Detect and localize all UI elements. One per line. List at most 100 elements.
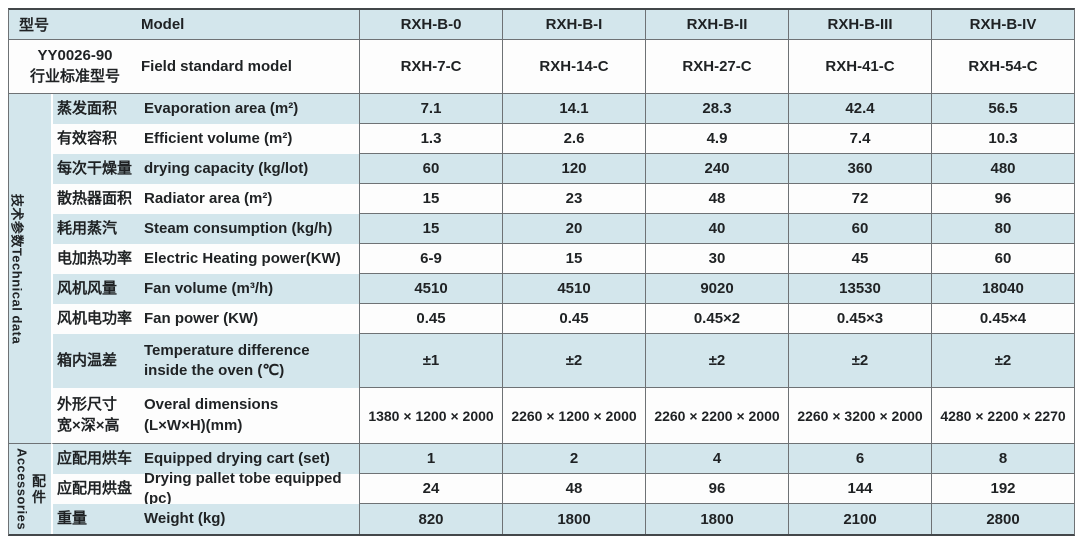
value-cell: ±1 <box>359 334 502 388</box>
row-label-en: Overal dimensions (L×W×H)(mm) <box>144 388 359 444</box>
value-cell: 2100 <box>788 504 931 534</box>
row-label-cn: 应配用烘盘 <box>51 474 144 504</box>
value-cell: 480 <box>931 154 1074 184</box>
value-cell: 4510 <box>502 274 645 304</box>
row-label-en: Fan volume (m³/h) <box>144 274 359 304</box>
value-cell: 2260 × 2200 × 2000 <box>645 388 788 444</box>
row-label-cn: 散热器面积 <box>51 184 144 214</box>
value-cell: 4280 × 2200 × 2270 <box>931 388 1074 444</box>
value-cell: 192 <box>931 474 1074 504</box>
value-cell: 1800 <box>645 504 788 534</box>
value-cell: 45 <box>788 244 931 274</box>
value-cell: 6 <box>788 444 931 474</box>
row-label-en: Equipped drying cart (set) <box>144 444 359 474</box>
value-cell: 6-9 <box>359 244 502 274</box>
value-cell: ±2 <box>502 334 645 388</box>
value-cell: ±2 <box>931 334 1074 388</box>
row-label-en: Steam consumption (kg/h) <box>144 214 359 244</box>
accessories-label-cn: 配件 <box>32 472 46 505</box>
value-cell: 0.45×2 <box>645 304 788 334</box>
value-cell: 2800 <box>931 504 1074 534</box>
value-cell: 0.45×3 <box>788 304 931 334</box>
value-cell: 56.5 <box>931 94 1074 124</box>
value-cell: 360 <box>788 154 931 184</box>
column-header: RXH-B-IV <box>931 10 1074 40</box>
standard-model-cell: RXH-14-C <box>502 40 645 94</box>
value-cell: 24 <box>359 474 502 504</box>
row-label-en: Electric Heating power(KW) <box>144 244 359 274</box>
value-cell: 7.1 <box>359 94 502 124</box>
column-header: RXH-B-III <box>788 10 931 40</box>
row-label-cn: 箱内温差 <box>51 334 144 388</box>
technical-label-wrap: 技术参数Technical data <box>9 94 27 443</box>
header-model-en: Model <box>141 16 185 33</box>
value-cell: 72 <box>788 184 931 214</box>
value-cell: 1380 × 1200 × 2000 <box>359 388 502 444</box>
row-label-cn: 电加热功率 <box>51 244 144 274</box>
value-cell: 28.3 <box>645 94 788 124</box>
header-standard-label: YY0026-90 行业标准型号 Field standard model <box>9 40 359 94</box>
spec-table: 型号 Model RXH-B-0 RXH-B-I RXH-B-II RXH-B-… <box>8 8 1075 536</box>
value-cell: 1 <box>359 444 502 474</box>
row-label-en: Efficient volume (m²) <box>144 124 359 154</box>
value-cell: 10.3 <box>931 124 1074 154</box>
row-label-cn: 有效容积 <box>51 124 144 154</box>
value-cell: 60 <box>359 154 502 184</box>
value-cell: 4510 <box>359 274 502 304</box>
technical-label-text: 技术参数Technical data <box>9 193 25 344</box>
row-label-cn: 每次干燥量 <box>51 154 144 184</box>
value-cell: 48 <box>502 474 645 504</box>
value-cell: 15 <box>359 214 502 244</box>
value-cell: 23 <box>502 184 645 214</box>
header-standard-cn: YY0026-90 行业标准型号 <box>29 47 120 85</box>
row-label-cn: 重量 <box>51 504 144 534</box>
value-cell: 13530 <box>788 274 931 304</box>
value-cell: 1.3 <box>359 124 502 154</box>
value-cell: 60 <box>788 214 931 244</box>
row-label-en: Weight (kg) <box>144 504 359 534</box>
row-label-cn: 蒸发面积 <box>51 94 144 124</box>
row-label-en: Radiator area (m²) <box>144 184 359 214</box>
row-label-en: drying capacity (kg/lot) <box>144 154 359 184</box>
value-cell: 48 <box>645 184 788 214</box>
value-cell: 144 <box>788 474 931 504</box>
value-cell: ±2 <box>645 334 788 388</box>
value-cell: 2 <box>502 444 645 474</box>
value-cell: 7.4 <box>788 124 931 154</box>
row-label-cn: 耗用蒸汽 <box>51 214 144 244</box>
row-label-cn: 风机风量 <box>51 274 144 304</box>
value-cell: 2260 × 3200 × 2000 <box>788 388 931 444</box>
value-cell: 0.45 <box>502 304 645 334</box>
value-cell: 0.45×4 <box>931 304 1074 334</box>
column-header: RXH-B-II <box>645 10 788 40</box>
standard-model-cell: RXH-54-C <box>931 40 1074 94</box>
standard-model-cell: RXH-41-C <box>788 40 931 94</box>
value-cell: ±2 <box>788 334 931 388</box>
value-cell: 4.9 <box>645 124 788 154</box>
value-cell: 40 <box>645 214 788 244</box>
value-cell: 15 <box>502 244 645 274</box>
accessories-label-wrap: Accessories <box>13 444 31 534</box>
value-cell: 42.4 <box>788 94 931 124</box>
column-header: RXH-B-I <box>502 10 645 40</box>
row-label-en: Fan power (KW) <box>144 304 359 334</box>
value-cell: 1800 <box>502 504 645 534</box>
value-cell: 0.45 <box>359 304 502 334</box>
value-cell: 2260 × 1200 × 2000 <box>502 388 645 444</box>
value-cell: 820 <box>359 504 502 534</box>
value-cell: 4 <box>645 444 788 474</box>
row-label-cn: 应配用烘车 <box>51 444 144 474</box>
value-cell: 8 <box>931 444 1074 474</box>
row-label-en: Drying pallet tobe equipped (pc) <box>144 470 359 507</box>
row-label-en: Temperature difference inside the oven (… <box>144 334 359 388</box>
value-cell: 120 <box>502 154 645 184</box>
row-label-cn: 风机电功率 <box>51 304 144 334</box>
value-cell: 60 <box>931 244 1074 274</box>
standard-model-cell: RXH-7-C <box>359 40 502 94</box>
value-cell: 20 <box>502 214 645 244</box>
row-label-cn: 外形尺寸 宽×深×高 <box>51 388 144 444</box>
header-model-label: 型号 Model <box>9 10 359 40</box>
value-cell: 30 <box>645 244 788 274</box>
value-cell: 96 <box>645 474 788 504</box>
